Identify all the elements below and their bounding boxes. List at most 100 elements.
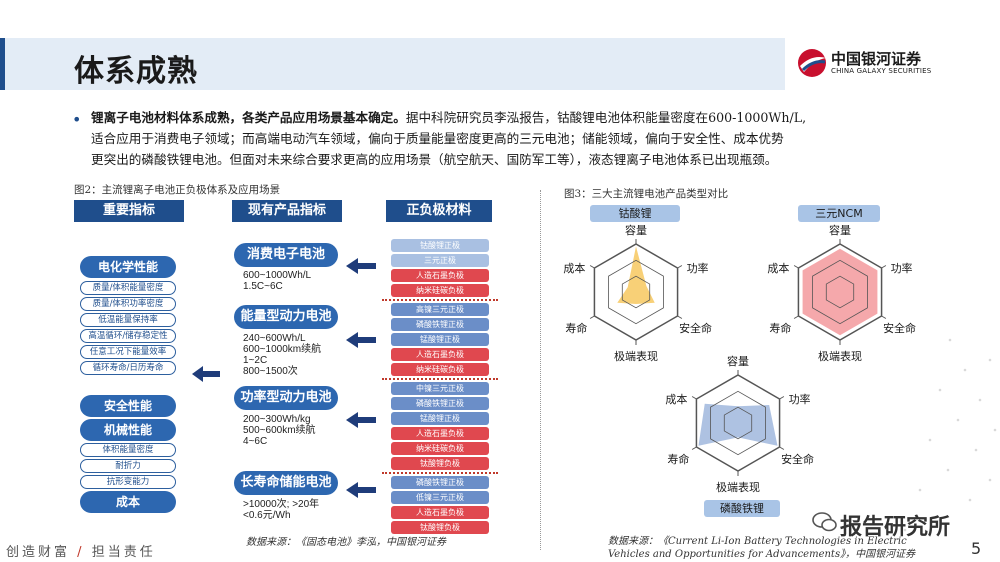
arrow-left-icon bbox=[346, 332, 376, 348]
indicator-item: 高温循环/储存稳定性 bbox=[80, 329, 176, 343]
logo-en-text: CHINA GALAXY SECURITIES bbox=[831, 67, 932, 75]
radar-axis-tick bbox=[881, 315, 887, 319]
material-negative: 钛酸锂负极 bbox=[391, 521, 489, 534]
radar-series-shape bbox=[802, 248, 878, 336]
footer-slogan: 创造财富 / 担当责任 bbox=[6, 541, 156, 560]
group-divider bbox=[382, 378, 498, 380]
paragraph-line1: 据中科院研究员李泓报告，钴酸锂电池体积能量密度在600-1000Wh/L, bbox=[405, 110, 807, 125]
radar-axis-tick bbox=[691, 446, 697, 450]
radar-charts: 容量功率安全命极端表现寿命成本容量功率安全命极端表现寿命成本容量功率安全命极端表… bbox=[563, 223, 916, 494]
paragraph-bold: 锂离子电池材料体系成熟，各类产品应用场景基本确定。 bbox=[91, 110, 406, 125]
radar-axis-label: 功率 bbox=[789, 392, 811, 406]
radar-axis-label: 成本 bbox=[563, 261, 585, 275]
radar-axis-tick bbox=[779, 446, 785, 450]
radar-series-shape bbox=[698, 403, 778, 446]
radar-grid bbox=[723, 406, 753, 440]
logo-cn-text: 中国银河证券 bbox=[831, 50, 922, 68]
radar-axis-label: 安全命 bbox=[781, 452, 814, 466]
footer-slogan-a: 创造财富 bbox=[6, 545, 71, 560]
material-positive: 锰酸锂正极 bbox=[391, 333, 489, 346]
material-positive: 磷酸铁锂正极 bbox=[391, 318, 489, 331]
material-negative: 人造石墨负极 bbox=[391, 506, 489, 519]
radar-axis-label: 安全命 bbox=[883, 321, 916, 335]
indicator-item: 任意工况下能量效率 bbox=[80, 345, 176, 359]
radar-axis-label: 极端表现 bbox=[614, 349, 658, 363]
radar-axis-label: 寿命 bbox=[769, 321, 791, 335]
wechat-icon bbox=[812, 512, 837, 532]
product-power-spec: 200~300Wh/kg 500~600km续航 4~6C bbox=[243, 414, 316, 447]
indicator-item: 质量/体积能量密度 bbox=[80, 281, 176, 295]
indicator-cost: 成本 bbox=[80, 491, 176, 513]
indicator-electrochem: 电化学性能 bbox=[80, 256, 176, 278]
indicator-item: 抗形变能力 bbox=[80, 475, 176, 489]
radar-lco-label: 钴酸锂 bbox=[590, 205, 680, 222]
radar-grid bbox=[621, 275, 651, 309]
indicator-mechanical: 机械性能 bbox=[80, 419, 176, 441]
fig3-caption: 图3：三大主流锂电池产品类型对比 bbox=[564, 188, 729, 200]
radar-axis-label: 极端表现 bbox=[818, 349, 862, 363]
radar-axis-label: 功率 bbox=[891, 261, 913, 275]
arrow-left-icon bbox=[346, 258, 376, 274]
radar-axis-tick bbox=[793, 265, 799, 269]
fig2-source: 数据来源：《固态电池》李泓，中国银河证券 bbox=[246, 537, 446, 548]
product-energy-spec: 240~600Wh/L 600~1000km续航 1~2C 800~1500次 bbox=[243, 333, 322, 377]
watermark-text: 报告研究所 bbox=[840, 515, 951, 540]
radar-axis-label: 容量 bbox=[727, 354, 749, 368]
radar-axis-label: 容量 bbox=[829, 223, 851, 237]
indicator-item: 低温能量保持率 bbox=[80, 313, 176, 327]
product-power: 功率型动力电池 bbox=[234, 386, 338, 410]
product-consumer: 消费电子电池 bbox=[234, 243, 338, 267]
radar-axis-label: 容量 bbox=[625, 223, 647, 237]
radar-axis-tick bbox=[779, 396, 785, 400]
title-bar bbox=[0, 38, 785, 90]
summary-paragraph: 锂离子电池材料体系成熟，各类产品应用场景基本确定。据中科院研究员李泓报告，钴酸锂… bbox=[91, 107, 971, 170]
radar-axis-tick bbox=[677, 315, 683, 319]
bullet-dot: • bbox=[72, 110, 82, 129]
indicator-safety: 安全性能 bbox=[80, 395, 176, 417]
indicator-item: 体积能量密度 bbox=[80, 443, 176, 457]
radar-axis-label: 成本 bbox=[665, 392, 687, 406]
radar-axis-label: 成本 bbox=[767, 261, 789, 275]
arrow-left-icon bbox=[192, 366, 220, 382]
radar-axis-tick bbox=[589, 265, 595, 269]
group-divider bbox=[382, 472, 498, 474]
radar-axis-tick bbox=[589, 315, 595, 319]
indicator-item: 质量/体积功率密度 bbox=[80, 297, 176, 311]
radar-grid bbox=[710, 390, 766, 456]
indicator-item: 耐折力 bbox=[80, 459, 176, 473]
page-number: 5 bbox=[971, 539, 982, 558]
material-positive: 磷酸铁锂正极 bbox=[391, 476, 489, 489]
radar-axis-label: 寿命 bbox=[565, 321, 587, 335]
page-title: 体系成熟 bbox=[74, 54, 198, 89]
radar-axis-tick bbox=[677, 265, 683, 269]
paragraph-line3: 更突出的磷酸铁锂电池。但面对未来综合要求更高的应用场景（航空航天、国防军工等），… bbox=[91, 152, 778, 167]
radar-grid bbox=[608, 259, 664, 325]
decorative-dots-fan bbox=[903, 338, 997, 532]
material-positive: 磷酸铁锂正极 bbox=[391, 397, 489, 410]
material-positive: 高镍三元正极 bbox=[391, 303, 489, 316]
radar-lfp-label: 磷酸铁锂 bbox=[704, 500, 780, 517]
radar-axis-label: 安全命 bbox=[679, 321, 712, 335]
radar-axis-label: 功率 bbox=[687, 261, 709, 275]
product-consumer-spec: 600~1000Wh/L 1.5C~6C bbox=[243, 270, 312, 292]
material-negative: 钛酸锂负极 bbox=[391, 457, 489, 470]
indicator-item: 循环寿命/日历寿命 bbox=[80, 361, 176, 375]
radar-axis-tick bbox=[691, 396, 697, 400]
product-storage-spec: >10000次; >20年 <0.6元/Wh bbox=[243, 499, 320, 521]
product-energy: 能量型动力电池 bbox=[234, 305, 338, 329]
footer-slogan-b: 担当责任 bbox=[91, 545, 156, 560]
header-indicators: 重要指标 bbox=[74, 200, 184, 222]
material-positive: 中镍三元正极 bbox=[391, 382, 489, 395]
material-negative: 纳米硅碳负极 bbox=[391, 442, 489, 455]
galaxy-logo-icon bbox=[798, 49, 826, 77]
fig3-source-line1: 数据来源：《Current Li-Ion Battery Technologie… bbox=[608, 536, 907, 547]
material-negative: 纳米硅碳负极 bbox=[391, 363, 489, 376]
radar-ncm-label: 三元NCM bbox=[798, 205, 880, 222]
arrow-left-icon bbox=[346, 412, 376, 428]
material-positive: 低镍三元正极 bbox=[391, 491, 489, 504]
radar-axis-label: 寿命 bbox=[667, 452, 689, 466]
material-negative: 人造石墨负极 bbox=[391, 427, 489, 440]
